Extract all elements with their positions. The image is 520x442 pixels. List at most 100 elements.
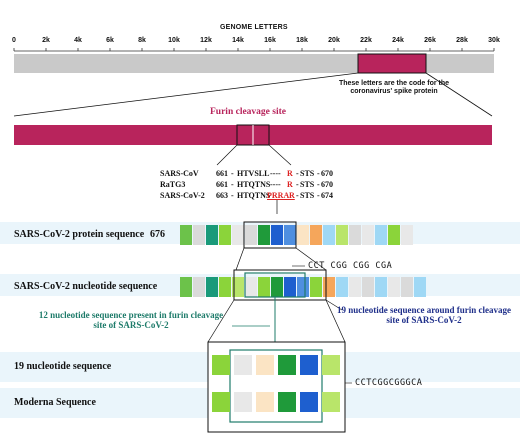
detail-block bbox=[300, 392, 318, 412]
nucleotide-block bbox=[180, 277, 192, 297]
nucleotide-block bbox=[323, 277, 335, 297]
green-annotation: 12 nucleotide sequence present in furin … bbox=[38, 310, 224, 331]
row-insert: PRRA bbox=[267, 191, 290, 200]
protein-block bbox=[206, 225, 218, 245]
tick-label: 22k bbox=[360, 37, 372, 44]
tick-label: 30k bbox=[488, 37, 500, 44]
protein-block bbox=[258, 225, 270, 245]
nucleotide-block bbox=[258, 277, 270, 297]
row-seq: HTQTNS bbox=[237, 191, 271, 200]
row-r: R bbox=[289, 191, 295, 200]
detail-sequence-blocks bbox=[212, 355, 340, 412]
nucleotide-highlight-box bbox=[233, 269, 327, 301]
detail-block bbox=[234, 355, 252, 375]
nucleotide-block bbox=[206, 277, 218, 297]
nucleotide-block bbox=[310, 277, 322, 297]
detail-block bbox=[256, 355, 274, 375]
row-r: R bbox=[287, 180, 293, 189]
protein-block bbox=[245, 225, 257, 245]
row-name: SARS-CoV bbox=[160, 169, 199, 178]
tick-label: 18k bbox=[296, 37, 308, 44]
protein-block bbox=[375, 225, 387, 245]
row-tail: STS bbox=[300, 191, 315, 200]
tick-label: 10k bbox=[168, 37, 180, 44]
nucleotide-block bbox=[349, 277, 361, 297]
nucleotide-block bbox=[297, 277, 309, 297]
tick-label: 16k bbox=[264, 37, 276, 44]
protein-block bbox=[219, 225, 231, 245]
nucleotide-sequence-blocks bbox=[180, 277, 426, 297]
lower-zoom-right bbox=[325, 299, 346, 343]
spike-note: These letters are the code for the coron… bbox=[338, 80, 450, 96]
codon-text: CCT CGG CGG CGA bbox=[308, 261, 393, 271]
genome-title: GENOME LETTERS bbox=[220, 24, 288, 31]
row-end: 670 bbox=[321, 180, 333, 189]
detail-block bbox=[278, 392, 296, 412]
protein-zoom-left bbox=[235, 247, 245, 271]
protein-count: 676 bbox=[150, 229, 165, 240]
nucleotide-block bbox=[245, 277, 257, 297]
nucleotide-block bbox=[388, 277, 400, 297]
detail-green-box bbox=[229, 349, 323, 423]
row-start: 661 bbox=[216, 180, 228, 189]
row-start: 663 bbox=[216, 191, 228, 200]
detail-block bbox=[322, 392, 340, 412]
tick-label: 6k bbox=[106, 37, 114, 44]
tick-label: 28k bbox=[456, 37, 468, 44]
detail-block bbox=[278, 355, 296, 375]
protein-block bbox=[232, 225, 244, 245]
row-tail: STS bbox=[300, 180, 315, 189]
protein-block bbox=[336, 225, 348, 245]
tick-label: 4k bbox=[74, 37, 82, 44]
zoom-line-left bbox=[13, 72, 359, 117]
nucleotide-block bbox=[375, 277, 387, 297]
nucleotide-block bbox=[401, 277, 413, 297]
detail-block bbox=[212, 355, 230, 375]
protein-block bbox=[180, 225, 192, 245]
blue-annotation: 19 nucleotide sequence around furin clea… bbox=[336, 305, 512, 326]
tick-label: 14k bbox=[232, 37, 244, 44]
detail-block bbox=[212, 392, 230, 412]
tick-label: 26k bbox=[424, 37, 436, 44]
row-tail: STS bbox=[300, 169, 315, 178]
tick-label: 20k bbox=[328, 37, 340, 44]
seq19-letters: CCTCGGCGGGCA bbox=[355, 378, 423, 388]
protein-block bbox=[362, 225, 374, 245]
row-name: RaTG3 bbox=[160, 180, 186, 189]
row-end: 674 bbox=[321, 191, 333, 200]
protein-highlight-box bbox=[243, 221, 297, 249]
detail-block bbox=[256, 392, 274, 412]
nucleotide-block bbox=[193, 277, 205, 297]
row-name: SARS-CoV-2 bbox=[160, 191, 205, 200]
spike-region bbox=[357, 53, 427, 74]
tick-label: 2k bbox=[42, 37, 50, 44]
protein-label: SARS-CoV-2 protein sequence bbox=[14, 229, 145, 240]
protein-block bbox=[193, 225, 205, 245]
row-seq: HTQTNS bbox=[237, 180, 271, 189]
nucleotide-block bbox=[336, 277, 348, 297]
detail-block bbox=[300, 355, 318, 375]
protein-block bbox=[271, 225, 283, 245]
nucleotide-block bbox=[362, 277, 374, 297]
tick-label: 12k bbox=[200, 37, 212, 44]
protein-block bbox=[284, 225, 296, 245]
detail-block bbox=[234, 392, 252, 412]
moderna-label: Moderna Sequence bbox=[14, 397, 96, 408]
tick-label: 0 bbox=[12, 37, 16, 44]
protein-block bbox=[297, 225, 309, 245]
row-gap: ---- bbox=[270, 169, 281, 178]
furin-line-right bbox=[268, 144, 292, 166]
nucleotide-block bbox=[232, 277, 244, 297]
protein-block bbox=[323, 225, 335, 245]
protein-block bbox=[349, 225, 361, 245]
row-start: 661 bbox=[216, 169, 228, 178]
nucleotide-block bbox=[219, 277, 231, 297]
tick-label: 24k bbox=[392, 37, 404, 44]
lower-zoom-left bbox=[207, 299, 235, 343]
zoom-line-right bbox=[425, 72, 493, 117]
nucleotide-block bbox=[414, 277, 426, 297]
nucleotide-label: SARS-CoV-2 nucleotide sequence bbox=[14, 281, 158, 292]
nucleotide-block bbox=[271, 277, 283, 297]
